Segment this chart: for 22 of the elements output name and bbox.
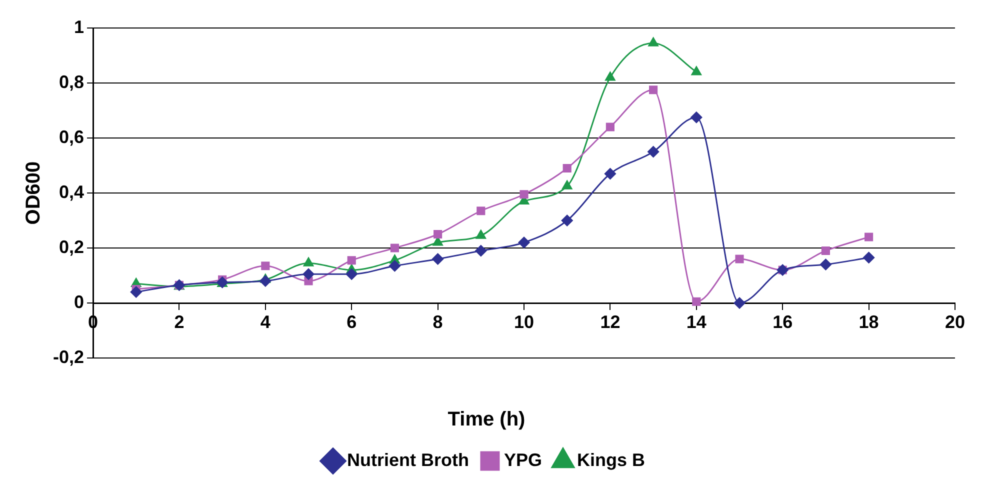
legend-label: Nutrient Broth [347, 450, 469, 470]
x-tick-label: 10 [514, 312, 534, 332]
y-tick-label: 0,8 [58, 72, 84, 92]
x-tick-label: 18 [858, 312, 879, 332]
y-axis-title: OD600 [22, 161, 45, 225]
x-tick-label: 16 [772, 312, 793, 332]
y-tick-label: -0,2 [52, 346, 84, 367]
legend-label: YPG [504, 450, 542, 470]
x-tick-label: 8 [432, 312, 443, 332]
x-tick-label: 14 [686, 312, 706, 332]
x-tick-label: 20 [944, 312, 966, 332]
x-tick-label: 4 [260, 312, 270, 332]
x-tick-label: 6 [346, 312, 357, 332]
legend-label: Kings B [577, 450, 646, 470]
y-tick-label: 0 [74, 292, 84, 312]
y-tick-label: 0,4 [58, 182, 84, 202]
x-axis-title: Time (h) [448, 408, 526, 431]
y-tick-label: 1 [74, 16, 84, 37]
x-tick-label: 2 [174, 312, 184, 332]
x-tick-label: 12 [600, 312, 620, 332]
y-tick-label: 0,2 [58, 236, 84, 257]
y-tick-label: 0,6 [58, 126, 84, 147]
